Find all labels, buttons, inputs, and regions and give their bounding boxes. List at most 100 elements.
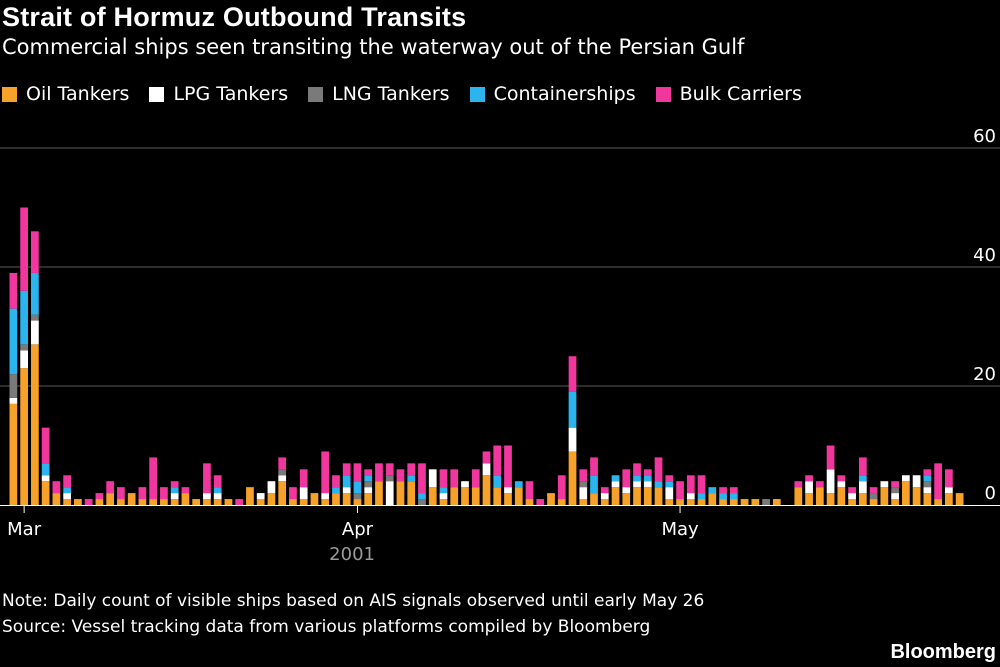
bar-segment — [934, 499, 942, 505]
bar-segment — [321, 451, 330, 494]
bar-segment — [858, 493, 867, 505]
bar-segment — [633, 463, 641, 476]
bar-segment — [299, 499, 308, 505]
bar-segment — [160, 487, 168, 500]
bar-segment — [848, 499, 856, 505]
bar-segment — [729, 499, 738, 505]
bar-segment — [289, 487, 297, 500]
bar-segment — [923, 481, 932, 488]
bar-segment — [945, 487, 953, 494]
bar-segment — [428, 469, 437, 488]
bar-segment — [353, 463, 362, 482]
bar-segment — [622, 487, 631, 494]
bar-segment — [869, 487, 878, 494]
bar-segment — [364, 493, 373, 505]
bar-segment — [514, 487, 523, 505]
brand-logo-text: Bloomberg — [890, 641, 996, 663]
bar-segment — [557, 499, 566, 505]
bar-segment — [923, 493, 932, 505]
bar-segment — [848, 493, 856, 500]
bar-segment — [708, 493, 717, 505]
bar-segment — [278, 469, 287, 476]
bar-segment — [740, 499, 749, 505]
legend-label-oil: Oil Tankers — [26, 83, 130, 105]
bar-segment — [762, 499, 770, 505]
bar-segment — [686, 475, 695, 494]
bar-segment — [74, 499, 82, 505]
bar-segment — [106, 493, 115, 505]
bar-segment — [342, 487, 351, 494]
legend-swatch-container — [469, 86, 485, 102]
bar-segment — [170, 481, 179, 488]
chart-note: Note: Daily count of visible ships based… — [2, 591, 705, 611]
bar-segment — [31, 344, 39, 505]
bar-segment — [643, 475, 652, 482]
bar-segment — [9, 397, 18, 404]
bar-segment — [493, 445, 502, 476]
bar-segment — [729, 487, 738, 494]
bar-segment — [52, 493, 61, 505]
bar-segment — [203, 493, 211, 500]
bar-segment — [95, 493, 104, 500]
bar-segment — [224, 499, 233, 505]
bar-segment — [63, 487, 72, 494]
bar-segment — [600, 487, 609, 494]
bar-segment — [364, 475, 373, 482]
bar-segment — [138, 487, 147, 500]
legend-label-bulk: Bulk Carriers — [679, 83, 802, 105]
bar-segment — [278, 457, 287, 470]
legend-item-lpg: LPG Tankers — [149, 83, 288, 105]
bar-segment — [891, 481, 899, 488]
x-tick-label: Mar — [7, 519, 42, 540]
bar-segment — [633, 487, 641, 505]
bar-segment — [654, 487, 663, 505]
bar-segment — [41, 481, 50, 505]
bar-segment — [41, 427, 50, 464]
bar-segment — [934, 463, 942, 500]
bar-segment — [213, 475, 222, 488]
x-tick-label: May — [661, 519, 699, 540]
bar-segment — [826, 445, 835, 470]
bar-segment — [901, 481, 910, 505]
bar-segment — [719, 493, 727, 500]
bar-segment — [278, 475, 287, 482]
bar-segment — [837, 475, 846, 482]
legend-label-container: Containerships — [493, 83, 636, 105]
bar-segment — [63, 493, 72, 500]
bar-segment — [31, 231, 39, 273]
bar-segment — [31, 320, 39, 345]
bar-segment — [493, 475, 502, 488]
bar-segment — [504, 445, 512, 488]
bar-segment — [945, 493, 953, 505]
bar-segment — [95, 499, 104, 505]
legend: Oil Tankers LPG Tankers LNG Tankers Cont… — [2, 83, 822, 105]
bar-segment — [590, 457, 598, 476]
bar-segment — [181, 493, 190, 505]
bar-segment — [299, 469, 308, 488]
bar-segment — [407, 463, 416, 476]
legend-label-lng: LNG Tankers — [332, 83, 450, 105]
bar-segment — [579, 469, 588, 482]
bar-segment — [418, 493, 426, 500]
bar-segment — [396, 469, 405, 482]
bar-segment — [697, 475, 706, 494]
bar-segment — [213, 493, 222, 500]
bar-segment — [170, 493, 179, 500]
bar-segment — [181, 487, 190, 494]
bar-segment — [439, 487, 448, 494]
bar-segment — [536, 499, 545, 505]
bar-segment — [912, 475, 921, 488]
y-tick-label: 0 — [985, 483, 996, 504]
bar-segment — [482, 475, 491, 505]
bar-segment — [213, 487, 222, 494]
bar-segment — [568, 356, 577, 392]
bar-segment — [643, 487, 652, 505]
bar-segment — [267, 481, 276, 494]
bar-segment — [396, 481, 405, 505]
bar-segment — [364, 469, 373, 476]
bar-segment — [170, 487, 179, 494]
bar-segment — [676, 499, 684, 505]
bar-segment — [289, 499, 297, 505]
bar-segment — [912, 487, 921, 505]
bar-segment — [568, 391, 577, 428]
